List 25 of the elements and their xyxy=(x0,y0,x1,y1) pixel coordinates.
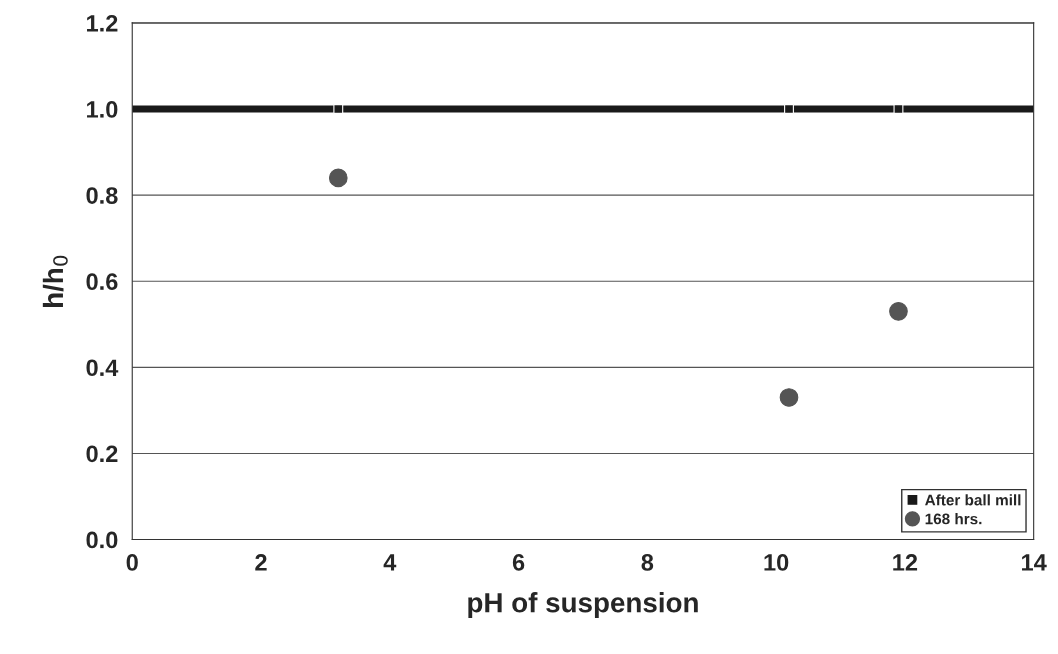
y-tick-label: 0.0 xyxy=(86,531,118,549)
y-axis-title: h/h$_{0}$ xyxy=(42,255,68,307)
y-tick-label: 1.0 xyxy=(87,101,118,118)
y-tick-label: 0.4 xyxy=(86,359,119,377)
point xyxy=(893,104,904,114)
y-tick-label: 0.6 xyxy=(86,273,118,291)
y-tick-label: 0.8 xyxy=(86,187,118,204)
x-tick-label: 10 xyxy=(764,554,789,571)
x-tick-label: 8 xyxy=(641,554,654,571)
point xyxy=(328,168,348,188)
x-tick-label: 2 xyxy=(255,554,267,571)
x-axis-title: pH of suspension xyxy=(468,592,698,619)
y-tick-label: 0.2 xyxy=(86,445,118,463)
x-tick-label: 12 xyxy=(893,554,918,571)
legend-label: 168 hrs. xyxy=(925,513,982,525)
point xyxy=(889,302,908,321)
legend-label: After ball mill xyxy=(925,494,1021,506)
x-tick-label: 14 xyxy=(1022,554,1047,571)
x-tick-label: 0 xyxy=(126,554,138,571)
point xyxy=(784,104,794,114)
point xyxy=(333,104,344,114)
x-tick-label: 6 xyxy=(512,554,525,571)
y-tick-label: 1.2 xyxy=(87,14,118,32)
point xyxy=(779,388,799,407)
x-tick-label: 4 xyxy=(383,554,397,571)
